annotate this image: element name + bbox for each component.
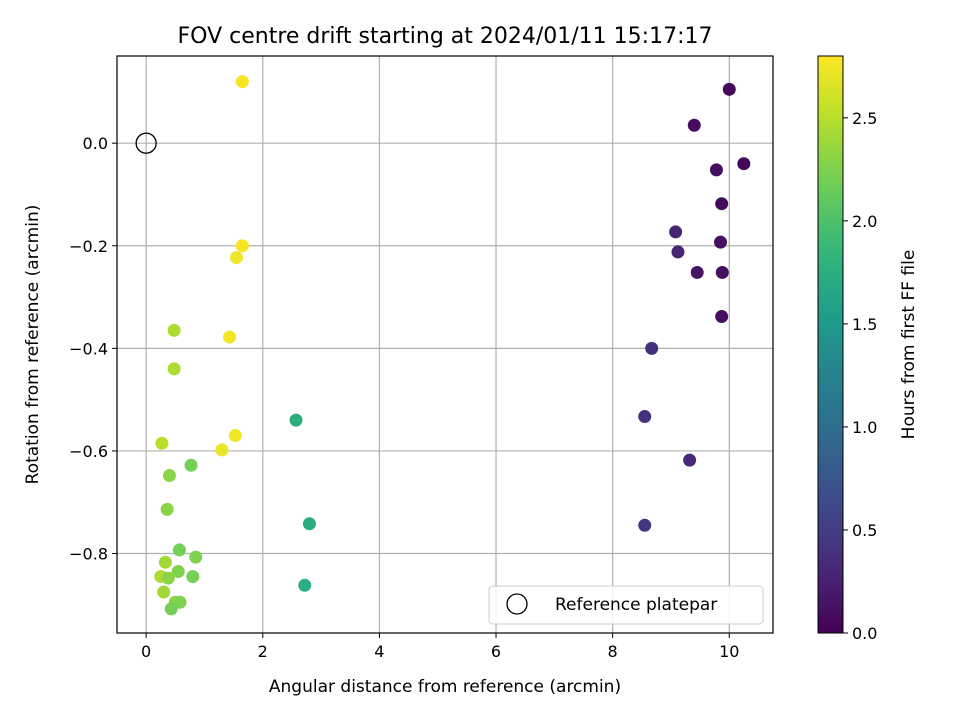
- reference-platepar-marker: [135, 132, 157, 154]
- data-point: [189, 550, 203, 564]
- x-tick-label: 8: [608, 642, 618, 661]
- data-point: [160, 502, 174, 516]
- data-point: [223, 330, 237, 344]
- legend-reference-marker: [506, 593, 528, 615]
- x-tick-label: 2: [258, 642, 268, 661]
- y-tick-label: −0.8: [69, 545, 108, 564]
- x-tick-label: 0: [141, 642, 151, 661]
- data-point: [715, 310, 729, 324]
- y-tick-label: −0.4: [69, 339, 108, 358]
- data-point: [638, 518, 652, 532]
- colorbar-tick-label: 0.0: [852, 624, 877, 643]
- axis-ticks: 0 2 4 6 8 10 0.0 −0.2 −0.4 −0.6 −0.8: [69, 134, 739, 661]
- data-point: [671, 245, 685, 259]
- data-point: [184, 458, 198, 472]
- data-point: [171, 564, 185, 578]
- y-tick-label: −0.2: [69, 237, 108, 256]
- legend: Reference platepar: [488, 585, 764, 625]
- data-point: [709, 163, 723, 177]
- data-point: [669, 225, 683, 239]
- x-tick-label: 10: [719, 642, 739, 661]
- data-point: [161, 571, 175, 585]
- data-point: [289, 413, 303, 427]
- data-point: [167, 323, 181, 337]
- data-point: [298, 578, 312, 592]
- legend-box: [488, 585, 764, 625]
- legend-label: Reference platepar: [555, 595, 717, 615]
- data-point: [230, 251, 244, 265]
- data-point: [215, 443, 229, 457]
- data-point: [172, 543, 186, 557]
- data-point: [687, 118, 701, 132]
- data-point: [164, 602, 178, 616]
- data-point: [302, 517, 316, 531]
- data-point: [715, 265, 729, 279]
- data-point: [722, 82, 736, 96]
- data-point: [158, 555, 172, 569]
- data-point: [167, 362, 181, 376]
- colorbar-tick-label: 0.5: [852, 521, 877, 540]
- data-point: [228, 429, 242, 443]
- colorbar: 0.0 0.5 1.0 1.5 2.0 2.5 Hours from first FF f…: [817, 55, 919, 643]
- data-point: [683, 453, 697, 467]
- grid: [117, 56, 773, 633]
- colorbar-label: Hours from first FF file: [899, 250, 919, 440]
- data-point: [645, 341, 659, 355]
- data-point: [186, 570, 200, 584]
- colorbar-ticks: 0.0 0.5 1.0 1.5 2.0 2.5: [843, 109, 877, 643]
- x-tick-label: 4: [374, 642, 384, 661]
- data-point: [737, 157, 751, 171]
- colorbar-tick-label: 2.5: [852, 109, 877, 128]
- data-point: [235, 75, 249, 89]
- data-point: [690, 265, 704, 279]
- x-axis-label: Angular distance from reference (arcmin): [269, 677, 621, 697]
- y-axis-label: Rotation from reference (arcmin): [23, 205, 43, 485]
- data-point: [714, 235, 728, 249]
- data-point: [235, 239, 249, 253]
- x-tick-label: 6: [491, 642, 501, 661]
- data-point: [155, 436, 169, 450]
- colorbar-gradient: [817, 55, 844, 634]
- data-point: [157, 585, 171, 599]
- colorbar-tick-label: 1.5: [852, 315, 877, 334]
- plot-frame: [116, 55, 774, 634]
- data-points: [135, 75, 751, 616]
- colorbar-tick-label: 1.0: [852, 418, 877, 437]
- data-point: [638, 410, 652, 424]
- y-tick-label: 0.0: [83, 134, 108, 153]
- y-tick-label: −0.6: [69, 442, 108, 461]
- colorbar-tick-label: 2.0: [852, 212, 877, 231]
- data-point: [715, 197, 729, 211]
- chart-title: FOV centre drift starting at 2024/01/11 …: [178, 24, 713, 49]
- data-point: [162, 469, 176, 483]
